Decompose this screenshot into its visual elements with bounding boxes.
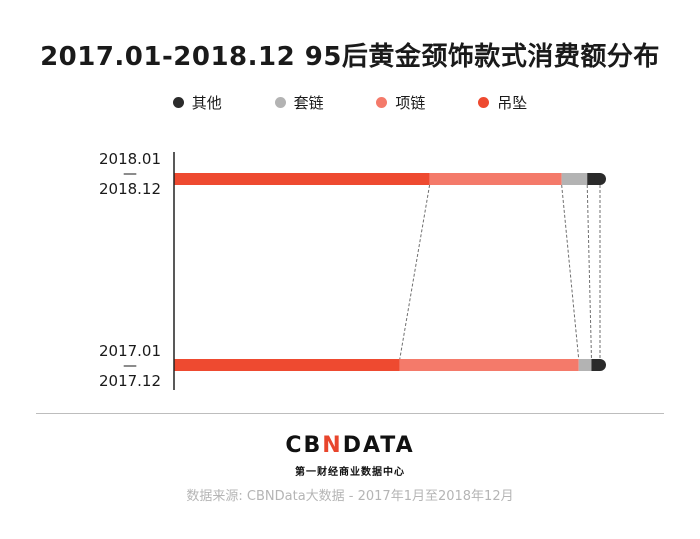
chart-legend: 其他 套链 项链 吊坠 <box>0 92 700 113</box>
row-label-2018: 2018.01 — 2018.12 <box>90 148 170 200</box>
connector-line-1 <box>399 184 431 360</box>
bar-end-cap-2 <box>594 359 606 371</box>
bar-segment-1-2 <box>429 173 562 185</box>
bar-end-cap-1 <box>594 173 606 185</box>
row-label-2018-dash: — <box>123 166 137 182</box>
legend-label-other: 其他 <box>191 94 222 112</box>
row-label-2018-start: 2018.01 <box>98 150 162 168</box>
row-label-2017-start: 2017.01 <box>98 342 162 360</box>
bar-segment-1-1 <box>174 173 430 185</box>
legend-label-pendant: 吊坠 <box>497 94 528 112</box>
legend-item-chain-set: 套链 <box>274 92 324 113</box>
row-label-2018-end: 2018.12 <box>98 180 162 198</box>
chart-plot-area <box>173 152 606 390</box>
logo-text-n: N <box>322 433 343 458</box>
legend-swatch-necklace <box>376 97 388 108</box>
bar-segment-1-3 <box>561 173 588 185</box>
row-label-2017-end: 2017.12 <box>98 372 162 390</box>
legend-label-chain-set: 套链 <box>293 94 324 112</box>
legend-label-necklace: 项链 <box>395 94 426 112</box>
cbndata-logo: CBNDATA <box>0 433 700 458</box>
chart-title: 2017.01-2018.12 95后黄金颈饰款式消费额分布 <box>40 42 660 72</box>
connector-line-2 <box>561 184 580 360</box>
bar-segment-2-2 <box>399 359 579 371</box>
legend-swatch-pendant <box>478 97 490 108</box>
logo-tagline: 第一财经商业数据中心 <box>295 467 405 478</box>
legend-item-other: 其他 <box>172 92 222 113</box>
legend-item-pendant: 吊坠 <box>478 92 527 113</box>
logo-text-cb: CB <box>285 433 323 458</box>
bar-segment-2-1 <box>174 359 400 371</box>
row-label-2017: 2017.01 — 2017.12 <box>90 340 170 392</box>
connector-line-3 <box>586 184 592 360</box>
bar-segment-2-3 <box>578 359 592 371</box>
footer-divider <box>36 413 664 414</box>
row-label-2017-dash: — <box>123 358 137 374</box>
legend-swatch-other <box>172 97 184 108</box>
data-source-note: 数据来源: CBNData大数据 - 2017年1月至2018年12月 <box>186 489 514 504</box>
logo-text-data: DATA <box>342 433 415 458</box>
legend-swatch-chain-set <box>274 97 286 108</box>
legend-item-necklace: 项链 <box>376 92 425 113</box>
